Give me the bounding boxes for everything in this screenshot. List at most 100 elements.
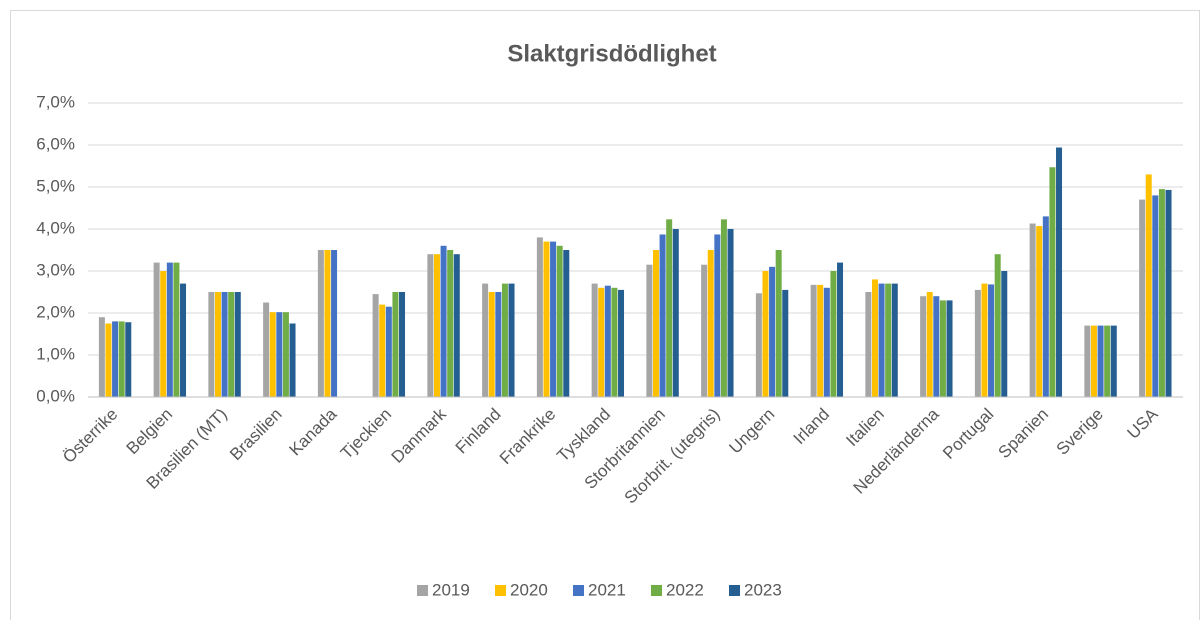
bar xyxy=(885,283,892,397)
bar xyxy=(550,241,557,397)
bar xyxy=(543,241,550,397)
bar xyxy=(672,229,679,397)
bar xyxy=(317,250,324,397)
bar xyxy=(981,283,988,397)
bar xyxy=(112,321,119,397)
bar xyxy=(1152,195,1159,397)
bar xyxy=(379,304,386,397)
bar xyxy=(482,283,489,397)
legend-label: 2019 xyxy=(432,580,470,599)
bar xyxy=(1139,199,1146,397)
bar xyxy=(707,250,714,397)
y-tick-label: 5,0% xyxy=(36,176,75,195)
bar xyxy=(324,250,331,397)
bar xyxy=(666,219,673,397)
bar xyxy=(447,250,454,397)
bar xyxy=(563,250,570,397)
bar xyxy=(891,283,898,397)
legend-swatch xyxy=(651,585,662,596)
legend-swatch xyxy=(573,585,584,596)
bar xyxy=(453,254,460,397)
bar xyxy=(440,245,447,397)
bar xyxy=(823,287,830,397)
bar xyxy=(817,284,824,397)
bar xyxy=(331,250,338,397)
bar xyxy=(933,296,940,397)
bar xyxy=(1104,325,1111,397)
bar xyxy=(837,262,844,397)
y-tick-label: 6,0% xyxy=(36,134,75,153)
bar xyxy=(1145,174,1152,397)
bar xyxy=(762,271,769,397)
bar xyxy=(263,302,270,397)
bar xyxy=(98,317,105,397)
bar xyxy=(988,284,995,397)
y-tick-label: 4,0% xyxy=(36,218,75,237)
bar xyxy=(501,283,508,397)
bar xyxy=(125,322,132,397)
bar xyxy=(604,285,611,397)
y-tick-label: 0,0% xyxy=(36,386,75,405)
bar xyxy=(1049,167,1056,397)
legend-label: 2021 xyxy=(588,580,626,599)
bar xyxy=(1084,325,1091,397)
bar xyxy=(1029,223,1036,397)
bar xyxy=(1110,325,1117,397)
bar xyxy=(160,271,167,397)
bar xyxy=(208,292,215,397)
bar xyxy=(385,306,392,397)
bar xyxy=(701,264,708,397)
bar xyxy=(727,229,734,397)
bar xyxy=(878,283,885,397)
bar xyxy=(1165,189,1172,397)
bar xyxy=(939,300,946,397)
legend-label: 2020 xyxy=(510,580,548,599)
bar xyxy=(166,262,173,397)
bar xyxy=(372,294,379,397)
bar xyxy=(399,292,406,397)
bar xyxy=(591,283,598,397)
bar xyxy=(720,219,727,397)
bar xyxy=(598,287,605,397)
chart-title: Slaktgrisdödlighet xyxy=(507,40,716,67)
bar xyxy=(871,279,878,397)
y-tick-label: 1,0% xyxy=(36,344,75,363)
bar xyxy=(755,293,762,397)
bar xyxy=(289,323,296,397)
bar xyxy=(536,237,543,397)
bar xyxy=(1042,216,1049,397)
bar xyxy=(810,284,817,397)
bar xyxy=(646,264,653,397)
bar xyxy=(659,234,666,397)
bar xyxy=(974,289,981,397)
bar xyxy=(1097,325,1104,397)
bar xyxy=(392,292,399,397)
bar xyxy=(830,271,837,397)
bar xyxy=(611,287,618,397)
bar xyxy=(775,250,782,397)
bar xyxy=(173,262,180,397)
y-tick-label: 7,0% xyxy=(36,92,75,111)
bar xyxy=(618,289,625,397)
bar xyxy=(782,289,789,397)
bar xyxy=(946,300,953,397)
bar xyxy=(865,292,872,397)
bar xyxy=(433,254,440,397)
bar xyxy=(652,250,659,397)
bar xyxy=(105,323,112,397)
legend-label: 2023 xyxy=(744,580,782,599)
bar xyxy=(427,254,434,397)
bar xyxy=(994,254,1001,397)
bar xyxy=(488,292,495,397)
bar xyxy=(118,321,125,397)
legend-swatch xyxy=(417,585,428,596)
bar xyxy=(714,234,721,397)
bar xyxy=(214,292,221,397)
bar xyxy=(1056,147,1063,397)
bar xyxy=(920,296,927,397)
bar xyxy=(1090,325,1097,397)
bar xyxy=(228,292,235,397)
y-tick-label: 3,0% xyxy=(36,260,75,279)
legend-swatch xyxy=(729,585,740,596)
